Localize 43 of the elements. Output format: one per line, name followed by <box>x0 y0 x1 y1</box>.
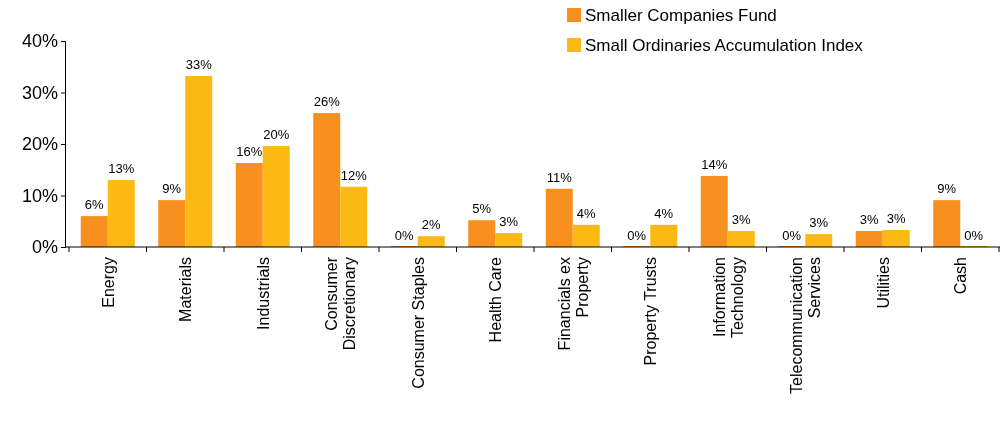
data-label: 4% <box>576 205 597 221</box>
legend-label: Small Ordinaries Accumulation Index <box>585 36 864 55</box>
data-label: 0% <box>782 228 802 243</box>
data-label: 9% <box>162 181 182 197</box>
x-tick-label: Consumer Staples <box>409 257 427 389</box>
x-tick-label: Energy <box>99 257 117 308</box>
x-tick-label: Information Technology <box>710 257 746 338</box>
data-label: 26% <box>313 94 341 110</box>
data-label: 20% <box>263 127 290 143</box>
data-label: 0% <box>627 228 647 243</box>
data-label: 12% <box>340 167 368 183</box>
data-label: 3% <box>809 215 829 231</box>
data-label: 9% <box>937 181 957 197</box>
data-label: 5% <box>472 201 492 217</box>
y-tick-label: 40% <box>21 31 58 52</box>
x-tick-label: Health Care <box>487 256 505 343</box>
data-label: 16% <box>236 144 263 160</box>
y-tick-label: 0% <box>31 237 58 258</box>
x-tick-label: Materials <box>177 257 195 322</box>
x-tick-label: Property Trusts <box>642 257 660 366</box>
data-label: 14% <box>701 156 728 172</box>
x-tick-label: Utilities <box>874 257 892 309</box>
data-label: 2% <box>421 217 442 233</box>
x-tick-label: Telecommunication Services <box>788 257 824 394</box>
x-tick-label: Financials ex Property <box>555 257 591 351</box>
x-tick-label: Consumer Discretionary <box>323 256 359 351</box>
x-tick-label: Industrials <box>254 257 272 330</box>
legend-label: Smaller Companies Fund <box>585 6 777 25</box>
data-label: 6% <box>84 197 105 213</box>
data-label: 4% <box>654 205 674 221</box>
data-label: 3% <box>731 212 752 228</box>
y-tick-label: 20% <box>21 134 58 155</box>
data-label: 0% <box>394 228 415 243</box>
data-label: 0% <box>964 228 984 243</box>
data-label: 33% <box>185 57 213 73</box>
x-tick-label: Cash <box>952 257 970 295</box>
y-tick-label: 10% <box>21 185 58 206</box>
data-label: 3% <box>499 214 519 230</box>
data-label: 13% <box>108 161 135 177</box>
data-label: 3% <box>886 211 907 227</box>
data-label: 11% <box>546 169 573 185</box>
y-tick-label: 30% <box>21 82 58 103</box>
data-label: 3% <box>859 212 880 228</box>
